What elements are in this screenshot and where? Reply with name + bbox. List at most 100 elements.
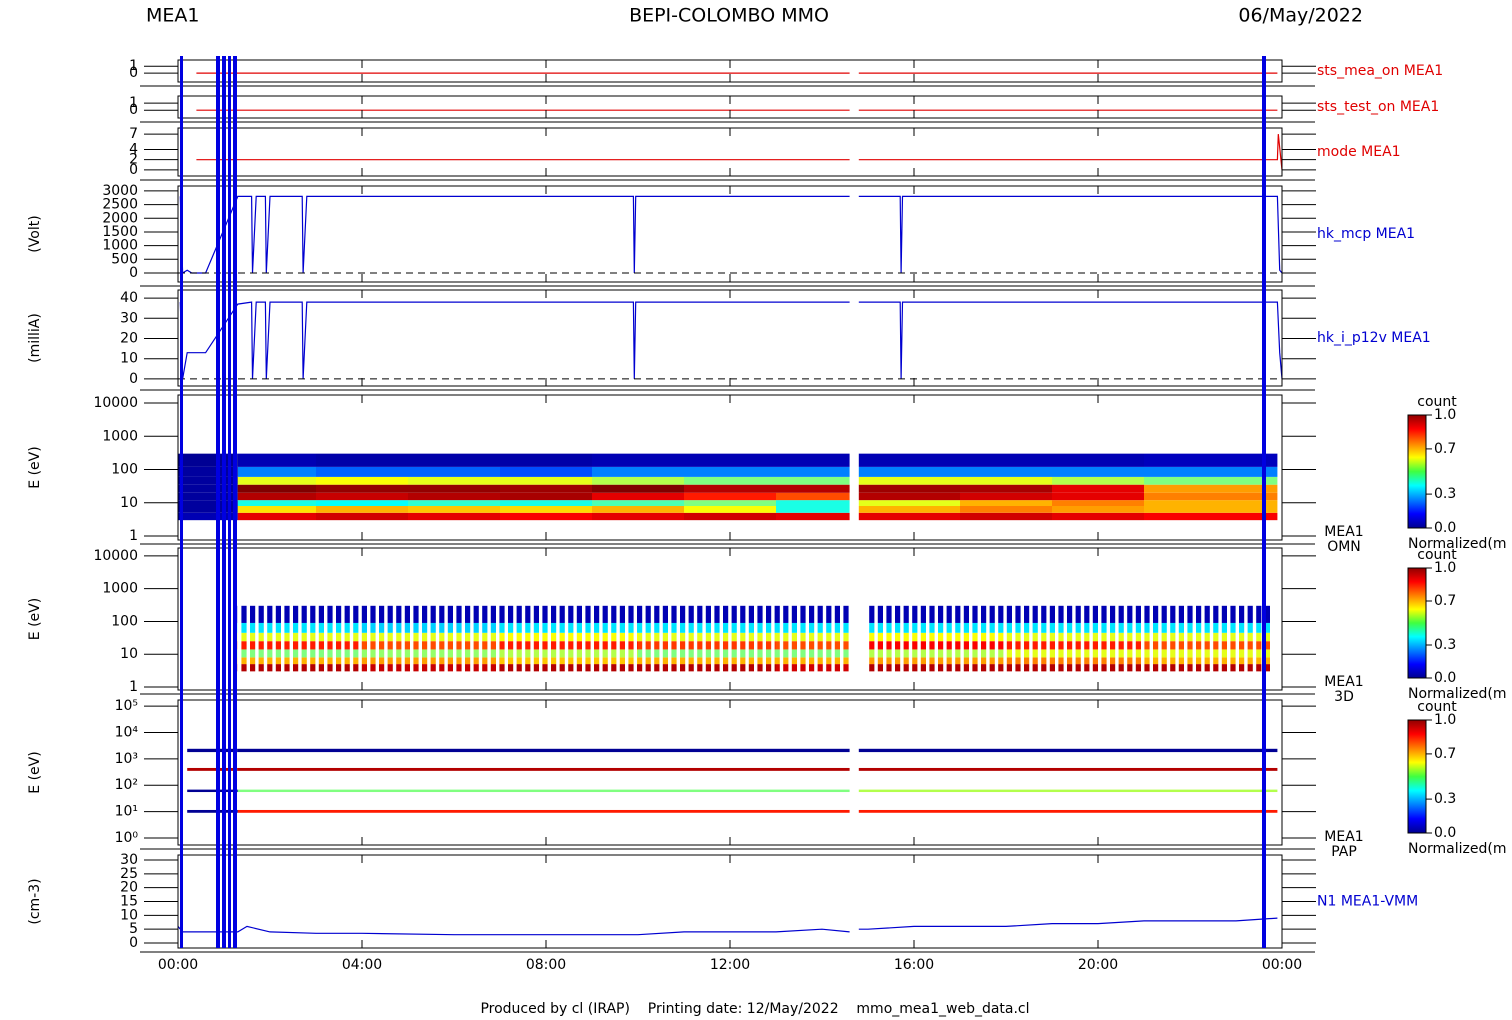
heatmap-cell [408,466,500,477]
heatmap-cell [408,476,500,485]
series-label: hk_i_p12v MEA1 [1317,330,1431,346]
heatmap-cell [592,484,684,493]
y-tick-label: 20 [120,880,138,896]
heatmap-cell [178,492,238,501]
header-title: BEPI-COLOMBO MMO [629,5,829,27]
y-tick-label: 100 [111,462,138,478]
stripe-gap [1012,548,1016,690]
heatmap-cell [408,453,500,467]
heatmap-cell [237,500,316,507]
stripe-gap [736,548,741,690]
heatmap-cell [178,506,238,513]
heatmap-cell [776,492,850,501]
heatmap-cell [1144,664,1273,672]
colorbar [1407,567,1427,679]
heatmap-cell [237,767,850,771]
heatmap-cell [684,476,776,485]
panel-label: MEA1 [1324,674,1363,690]
y-tick-label: 10¹ [115,804,138,820]
stripe-gap [1158,548,1162,690]
heatmap-cell [776,632,850,642]
heatmap-cell [592,506,684,513]
heatmap-cell [858,476,960,485]
y-tick-label: 2 [129,152,138,168]
heatmap-cell [408,500,500,507]
heatmap-cell [858,748,1278,753]
stripe-gap [384,548,388,690]
y-axis-label: (cm-3) [27,878,43,924]
stripe-gap [496,548,500,690]
panel: sts_mea_on MEA1 01 [129,58,1443,87]
y-tick-label: 1000 [102,581,138,597]
stripe-gap [349,548,354,690]
y-tick-label: 30 [120,852,138,868]
header-left: MEA1 [146,5,199,27]
x-tick-label: 08:00 [526,957,566,973]
stripe-gap [564,548,569,690]
heatmap-cell [187,809,238,813]
y-tick-label: 0 [129,265,138,281]
heatmap-cell [776,500,850,507]
series-line [858,134,1283,170]
heatmap-cell [1052,512,1144,521]
heatmap-cell [638,649,776,658]
heatmap-cell [858,492,960,501]
stripe-gap [1106,548,1110,690]
heatmap-cell [638,605,776,623]
event-line [180,56,183,948]
stripe-gap [1037,548,1042,690]
stripe-gap [822,548,827,690]
stripe-gap [504,548,508,690]
heatmap-cell [592,476,684,485]
event-lines [180,56,1266,948]
heatmap-cell [500,500,592,507]
stripe-gap [926,548,930,690]
series-line [858,301,1283,379]
event-line [233,56,237,948]
colorbar-tick-label: 1.0 [1434,560,1456,576]
heatmap-cell [960,492,1052,501]
heatmap-cell [237,809,850,813]
stripe-gap [1115,548,1119,690]
heatmap-cell [178,476,238,485]
heatmap-cell [178,500,238,507]
y-tick-label: 0 [129,935,138,951]
stripe-gap [1252,548,1257,690]
heatmap-cell [408,506,500,513]
heatmap-cell [408,484,500,493]
heatmap-cell [776,649,850,658]
heatmap-cell [684,484,776,493]
stripe-gap [788,548,792,690]
stripe-gap [427,548,431,690]
y-tick-label: 7 [129,126,138,142]
heatmap-cell [684,466,776,477]
colorbar-tick-label: 0.7 [1434,746,1456,762]
heatmap-cell [638,664,776,672]
panel-label: 3D [1334,689,1354,705]
series-line [179,301,850,380]
heatmap-cell [500,453,592,467]
stripe-gap [281,548,285,690]
heatmap-cell [592,500,684,507]
y-tick-label: 0 [129,162,138,178]
colorbar-tick-label: 1.0 [1434,407,1456,423]
stripe-gap [238,548,242,690]
heatmap-cell [316,512,408,521]
heatmap-cell [960,453,1052,467]
heatmap-cell [237,484,316,493]
heatmap-cell [362,649,500,658]
heatmap-cell [960,512,1052,521]
series-line [858,195,1283,274]
stripe-gap [1055,548,1059,690]
y-tick-label: 2000 [102,210,138,226]
heatmap-cell [638,622,776,633]
stripe-gap [702,548,706,690]
stripe-gap [315,548,319,690]
y-tick-label: 2500 [102,197,138,213]
stripe-gap [951,548,956,690]
heatmap-cell [638,657,776,665]
event-line [222,56,226,948]
stripe-gap [1072,548,1076,690]
